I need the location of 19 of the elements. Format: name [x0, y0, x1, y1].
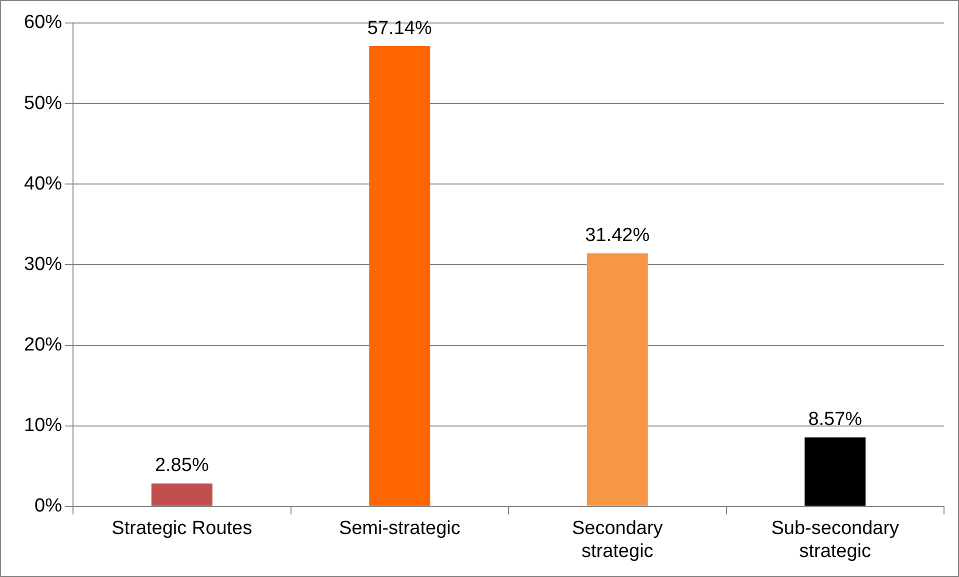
x-tick-label: Strategic Routes — [112, 518, 252, 540]
data-label: 31.42% — [585, 224, 650, 246]
y-tick-label: 40% — [24, 173, 62, 194]
bar — [804, 437, 866, 506]
y-tick-label: 30% — [24, 254, 62, 275]
data-label: 57.14% — [367, 18, 432, 39]
x-tick-label: Secondary strategic — [572, 518, 664, 562]
x-tick-label: Semi-strategic — [338, 518, 460, 540]
x-tick-label: Sub-secondary strategic — [771, 518, 900, 562]
bar — [151, 483, 212, 506]
y-tick-label: 50% — [24, 92, 62, 114]
y-tick-label: 20% — [24, 334, 62, 356]
bar — [586, 253, 648, 506]
bar — [369, 46, 430, 506]
data-label: 2.85% — [154, 455, 209, 476]
data-label: 8.57% — [808, 409, 862, 430]
y-tick-label: 10% — [24, 415, 62, 436]
y-tick-label: 0% — [34, 496, 62, 517]
y-tick-label: 60% — [24, 12, 62, 34]
